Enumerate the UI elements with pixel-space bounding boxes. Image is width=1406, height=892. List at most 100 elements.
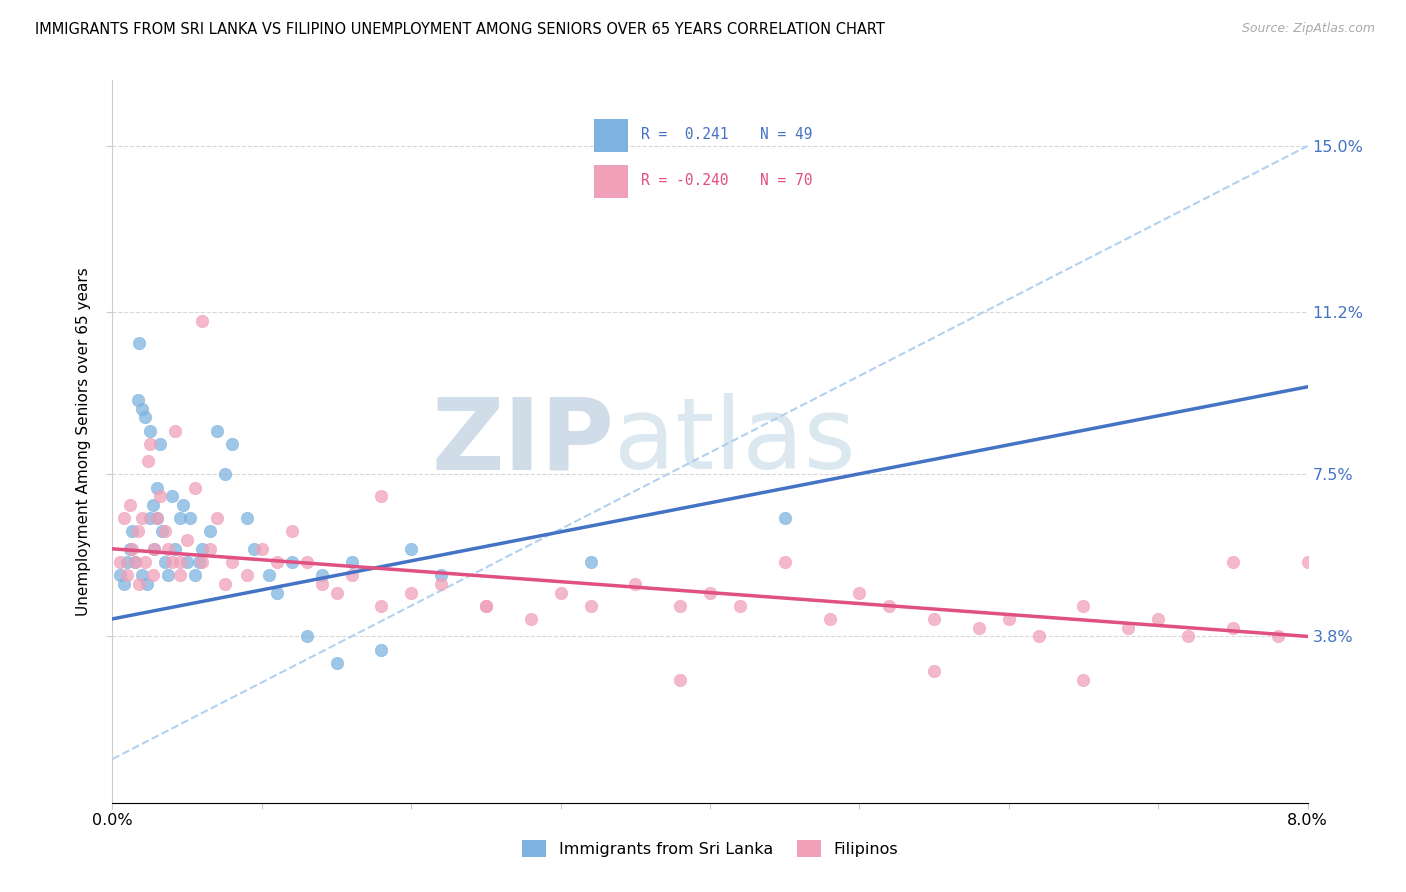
Point xyxy=(128,577,150,591)
Point xyxy=(188,555,211,569)
Point xyxy=(311,568,333,582)
Point xyxy=(922,665,945,679)
Point xyxy=(131,568,153,582)
Point xyxy=(259,568,281,582)
Point xyxy=(266,555,288,569)
Point xyxy=(150,524,173,539)
Point xyxy=(183,568,205,582)
Point xyxy=(214,577,236,591)
Point xyxy=(669,673,692,688)
Point xyxy=(281,524,304,539)
Point xyxy=(162,489,183,503)
Point xyxy=(127,392,149,407)
Point xyxy=(1296,555,1319,569)
Point xyxy=(773,555,796,569)
Point xyxy=(243,541,266,556)
Point xyxy=(108,555,131,569)
Point xyxy=(281,555,304,569)
Point xyxy=(1177,629,1199,643)
Point xyxy=(728,599,751,613)
Point xyxy=(120,541,142,556)
Point xyxy=(165,424,187,438)
Point xyxy=(139,436,162,450)
Point xyxy=(120,498,142,512)
Text: R = -0.240: R = -0.240 xyxy=(641,173,728,188)
Point xyxy=(922,612,945,626)
Text: R =  0.241: R = 0.241 xyxy=(641,128,728,143)
Point xyxy=(221,436,243,450)
Text: Source: ZipAtlas.com: Source: ZipAtlas.com xyxy=(1241,22,1375,36)
Point xyxy=(198,541,221,556)
Point xyxy=(156,568,179,582)
Point xyxy=(134,555,156,569)
Text: N = 70: N = 70 xyxy=(761,173,813,188)
Point xyxy=(146,511,169,525)
Point xyxy=(214,467,236,482)
Point xyxy=(236,568,259,582)
Point xyxy=(879,599,901,613)
Point xyxy=(117,555,139,569)
Point xyxy=(818,612,841,626)
Point xyxy=(149,436,172,450)
Point xyxy=(165,541,187,556)
Point xyxy=(142,568,165,582)
Y-axis label: Unemployment Among Seniors over 65 years: Unemployment Among Seniors over 65 years xyxy=(76,268,91,615)
Point xyxy=(221,555,243,569)
Point xyxy=(430,568,453,582)
Point xyxy=(773,511,796,525)
Point xyxy=(1267,629,1289,643)
Point xyxy=(205,511,228,525)
Point xyxy=(475,599,498,613)
Point xyxy=(149,489,172,503)
Point xyxy=(236,511,259,525)
Point xyxy=(311,577,333,591)
Point xyxy=(176,555,198,569)
Point xyxy=(143,541,166,556)
Point xyxy=(401,541,423,556)
Legend: Immigrants from Sri Lanka, Filipinos: Immigrants from Sri Lanka, Filipinos xyxy=(516,834,904,863)
Point xyxy=(138,454,160,468)
Point xyxy=(127,524,149,539)
Point xyxy=(131,511,153,525)
Point xyxy=(153,555,176,569)
Point xyxy=(967,621,990,635)
Point xyxy=(198,524,221,539)
Point xyxy=(370,489,392,503)
Text: ZIP: ZIP xyxy=(432,393,614,490)
Point xyxy=(1073,599,1095,613)
Point xyxy=(128,336,150,351)
Point xyxy=(430,577,453,591)
Point xyxy=(134,410,156,425)
Point xyxy=(401,585,423,599)
Point xyxy=(370,642,392,657)
Point xyxy=(162,555,183,569)
Point xyxy=(998,612,1021,626)
Point xyxy=(191,541,214,556)
Point xyxy=(114,577,135,591)
Text: IMMIGRANTS FROM SRI LANKA VS FILIPINO UNEMPLOYMENT AMONG SENIORS OVER 65 YEARS C: IMMIGRANTS FROM SRI LANKA VS FILIPINO UN… xyxy=(35,22,884,37)
Point xyxy=(1222,555,1244,569)
Point xyxy=(191,555,214,569)
Point xyxy=(1147,612,1170,626)
Point xyxy=(520,612,543,626)
Point xyxy=(146,511,169,525)
Point xyxy=(169,568,191,582)
Point xyxy=(340,555,363,569)
Point xyxy=(172,498,194,512)
Point xyxy=(205,424,228,438)
Point xyxy=(142,498,165,512)
Point xyxy=(135,577,157,591)
Point xyxy=(169,511,191,525)
Point xyxy=(183,481,205,495)
Point xyxy=(121,524,143,539)
Point xyxy=(699,585,721,599)
Point xyxy=(475,599,498,613)
Point xyxy=(131,401,153,416)
Point xyxy=(848,585,870,599)
Point xyxy=(1073,673,1095,688)
Point xyxy=(624,577,647,591)
Point xyxy=(176,533,198,547)
Point xyxy=(124,555,146,569)
Point xyxy=(114,511,135,525)
Point xyxy=(146,481,169,495)
